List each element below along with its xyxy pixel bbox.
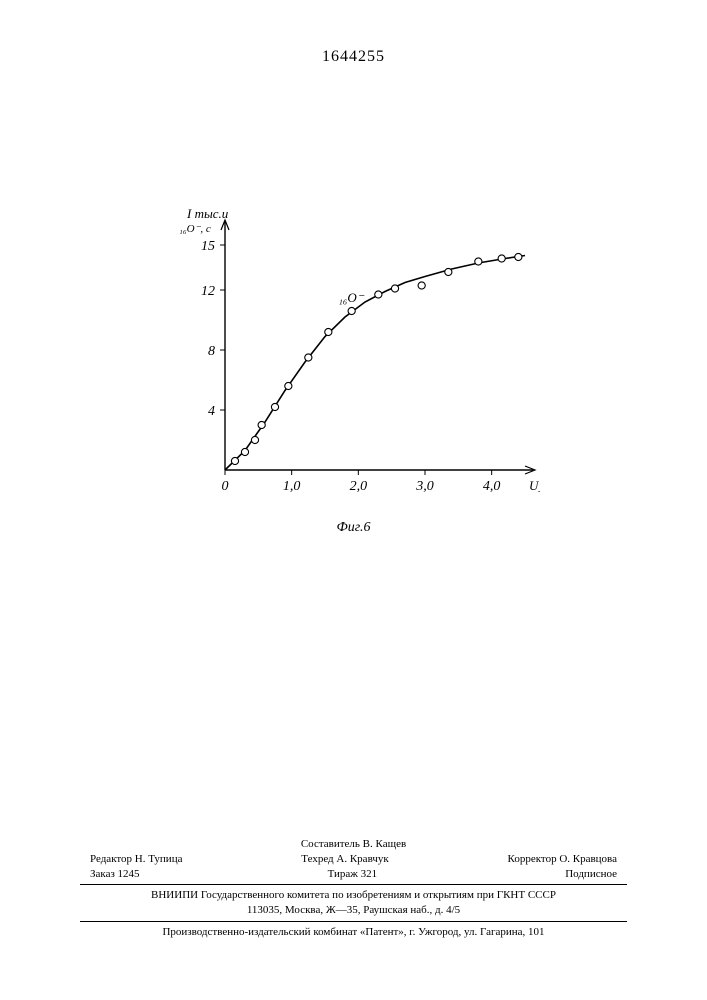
footer-line-3: Производственно-издательский комбинат «П… [80, 925, 627, 940]
footer-compiler: Составитель В. Кащев [80, 837, 627, 852]
footer-order: Заказ 1245 [90, 867, 140, 882]
svg-text:2,0: 2,0 [350, 479, 368, 494]
svg-text:12: 12 [201, 284, 215, 299]
svg-text:I тыс.и: I тыс.и [186, 206, 229, 221]
footer-block: Составитель В. Кащев Редактор Н. Тупица … [80, 837, 627, 940]
footer-editor: Редактор Н. Тупица [90, 852, 182, 867]
svg-text:U_к, кВ: U_к, кВ [529, 478, 540, 493]
svg-text:1,0: 1,0 [283, 479, 301, 494]
chart-container: 0 1,0 2,0 3,0 4,0 4 8 12 15 U_к, кВ I тыс.и ₁₆O⁻, c… [170, 200, 540, 510]
svg-text:8: 8 [208, 344, 215, 359]
footer-subscription: Подписное [565, 867, 617, 882]
svg-text:₁₆O⁻, c: ₁₆O⁻, c [179, 223, 211, 235]
figure-caption: Фиг.6 [0, 520, 707, 536]
svg-text:4: 4 [208, 404, 215, 419]
footer-tech: Техред А. Кравчук [301, 852, 388, 867]
footer-line-1: ВНИИПИ Государственного комитета по изоб… [80, 888, 627, 903]
svg-text:3,0: 3,0 [415, 479, 434, 494]
footer-row-1: Редактор Н. Тупица Техред А. Кравчук Кор… [80, 852, 627, 867]
footer-row-2: Заказ 1245 Тираж 321 Подписное [80, 867, 627, 882]
page: 1644255 0 1,0 2,0 3,0 4,0 4 8 12 15 U_к, кВ I тыс.… [0, 0, 707, 1000]
chart-svg: 0 1,0 2,0 3,0 4,0 4 8 12 15 U_к, кВ I тыс.и ₁₆O⁻, c… [170, 200, 540, 510]
svg-text:4,0: 4,0 [483, 479, 501, 494]
document-number: 1644255 [0, 48, 707, 66]
footer-line-2: 113035, Москва, Ж—35, Раушская наб., д. … [80, 903, 627, 918]
footer-rule-1 [80, 884, 627, 885]
svg-text:₁₆O⁻: ₁₆O⁻ [338, 290, 364, 305]
footer-rule-2 [80, 921, 627, 922]
svg-text:0: 0 [222, 479, 229, 494]
footer-corrector: Корректор О. Кравцова [508, 852, 617, 867]
footer-tirazh: Тираж 321 [328, 867, 378, 882]
svg-text:15: 15 [201, 239, 215, 254]
